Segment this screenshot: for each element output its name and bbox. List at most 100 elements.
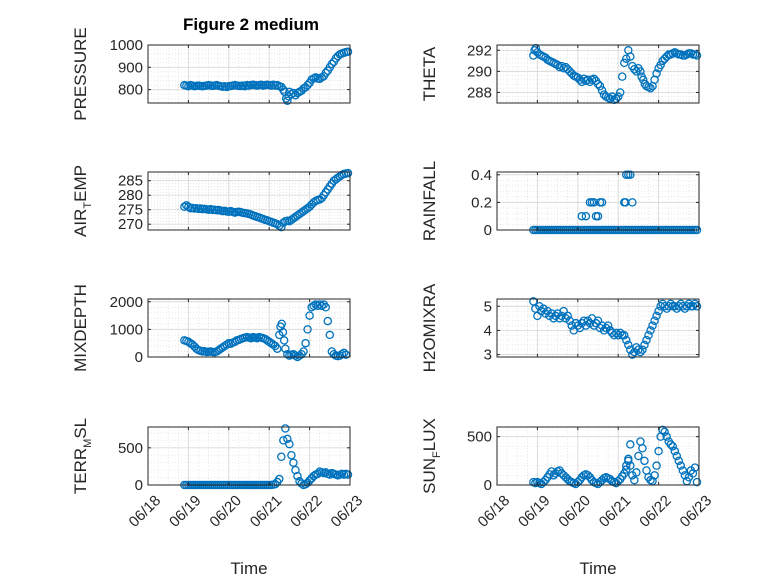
series-markers — [180, 168, 353, 232]
data-point — [603, 321, 613, 330]
data-point — [287, 451, 296, 460]
y-axis-title-part: RAINFALL — [420, 161, 439, 241]
data-point — [277, 222, 286, 232]
data-point — [563, 311, 572, 321]
data-point — [634, 451, 643, 461]
y-tick-label: 0 — [484, 222, 492, 239]
data-point — [662, 432, 671, 441]
data-point — [666, 440, 675, 449]
data-point — [692, 301, 702, 311]
data-point — [343, 470, 353, 479]
data-point — [624, 454, 633, 464]
y-tick-label: 900 — [118, 59, 143, 76]
data-point — [595, 81, 605, 91]
y-tick-label: 1000 — [110, 321, 143, 338]
data-point — [589, 74, 599, 83]
y-axis: 3 4 5 — [484, 298, 699, 364]
y-tick-label: 285 — [118, 173, 143, 190]
data-point — [291, 351, 300, 360]
data-point — [632, 468, 641, 477]
data-point — [620, 58, 629, 68]
y-axis-title-part: H2OMIXRA — [420, 283, 439, 372]
y-tick-label: 270 — [118, 216, 143, 233]
data-point — [680, 471, 690, 480]
axes-frame — [496, 298, 700, 358]
data-point — [656, 60, 665, 70]
data-point — [297, 479, 306, 488]
data-point — [654, 446, 663, 456]
subplot-mixdepth: 0 1000 2000 MIXDEPTH — [71, 284, 351, 372]
axes-frame — [496, 426, 700, 486]
data-point — [277, 319, 286, 329]
y-axis: 0 0.2 0.4 — [471, 167, 699, 239]
y-tick-label: 4 — [484, 322, 492, 339]
data-point — [636, 347, 645, 357]
data-point — [293, 471, 302, 481]
data-point — [309, 471, 318, 481]
figure-title: Figure 2 medium — [183, 15, 319, 34]
axes-frame — [496, 44, 700, 104]
data-point — [301, 338, 310, 348]
data-point — [597, 86, 607, 95]
data-point — [321, 303, 331, 312]
data-point — [281, 424, 290, 433]
data-point — [277, 452, 286, 461]
data-point — [329, 349, 339, 359]
data-point — [283, 96, 292, 106]
series-markers — [180, 300, 351, 362]
y-axis: 0 1000 2000 — [110, 294, 350, 366]
data-point — [289, 88, 298, 98]
data-point — [305, 311, 314, 320]
subplot-h2omixra: 3 4 5 H2OMIXRA — [420, 283, 702, 372]
subplot-pressure: 800 900 1000 PRESSURE — [71, 27, 353, 121]
data-point — [634, 345, 643, 354]
y-tick-label: 500 — [118, 440, 143, 457]
y-axis-title-part: THETA — [420, 46, 439, 101]
data-point — [299, 347, 308, 356]
y-axis-title-subscript: M — [82, 439, 94, 448]
data-point — [593, 79, 603, 89]
y-axis-title-part: MIXDEPTH — [71, 284, 90, 372]
series-markers — [180, 47, 353, 106]
data-point — [652, 311, 661, 321]
y-tick-label: 2000 — [110, 294, 143, 311]
data-point — [622, 54, 631, 63]
y-tick-label: 292 — [467, 42, 492, 59]
data-point — [313, 301, 322, 311]
data-point — [321, 468, 331, 477]
data-point — [313, 469, 322, 479]
y-tick-label: 290 — [467, 63, 492, 80]
y-tick-label: 0 — [135, 477, 143, 494]
data-point — [692, 477, 702, 487]
data-point — [624, 340, 633, 350]
data-point — [674, 456, 684, 466]
data-point — [325, 330, 335, 340]
data-point — [668, 442, 677, 451]
data-point — [652, 461, 661, 470]
data-point — [613, 330, 623, 340]
series-markers — [529, 425, 702, 489]
data-point — [646, 326, 655, 335]
y-tick-label: 3 — [484, 347, 492, 364]
data-point — [638, 444, 647, 453]
data-point — [605, 94, 615, 104]
data-point — [309, 301, 318, 311]
data-point — [325, 470, 335, 479]
data-point — [283, 434, 292, 444]
x-axis — [147, 172, 351, 230]
data-point — [273, 344, 282, 353]
data-point — [626, 440, 635, 449]
data-point — [652, 69, 661, 78]
data-point — [311, 300, 320, 309]
y-axis-title-subscript: F — [431, 451, 443, 458]
data-point — [676, 461, 686, 470]
y-axis-title: RAINFALL — [420, 161, 439, 241]
axes-frame — [147, 426, 351, 486]
axes-frame — [147, 298, 351, 358]
series-markers — [529, 43, 702, 105]
y-axis-title-part: SUN — [420, 458, 439, 494]
data-point — [291, 465, 300, 475]
data-point — [575, 75, 585, 85]
data-point — [279, 218, 288, 227]
